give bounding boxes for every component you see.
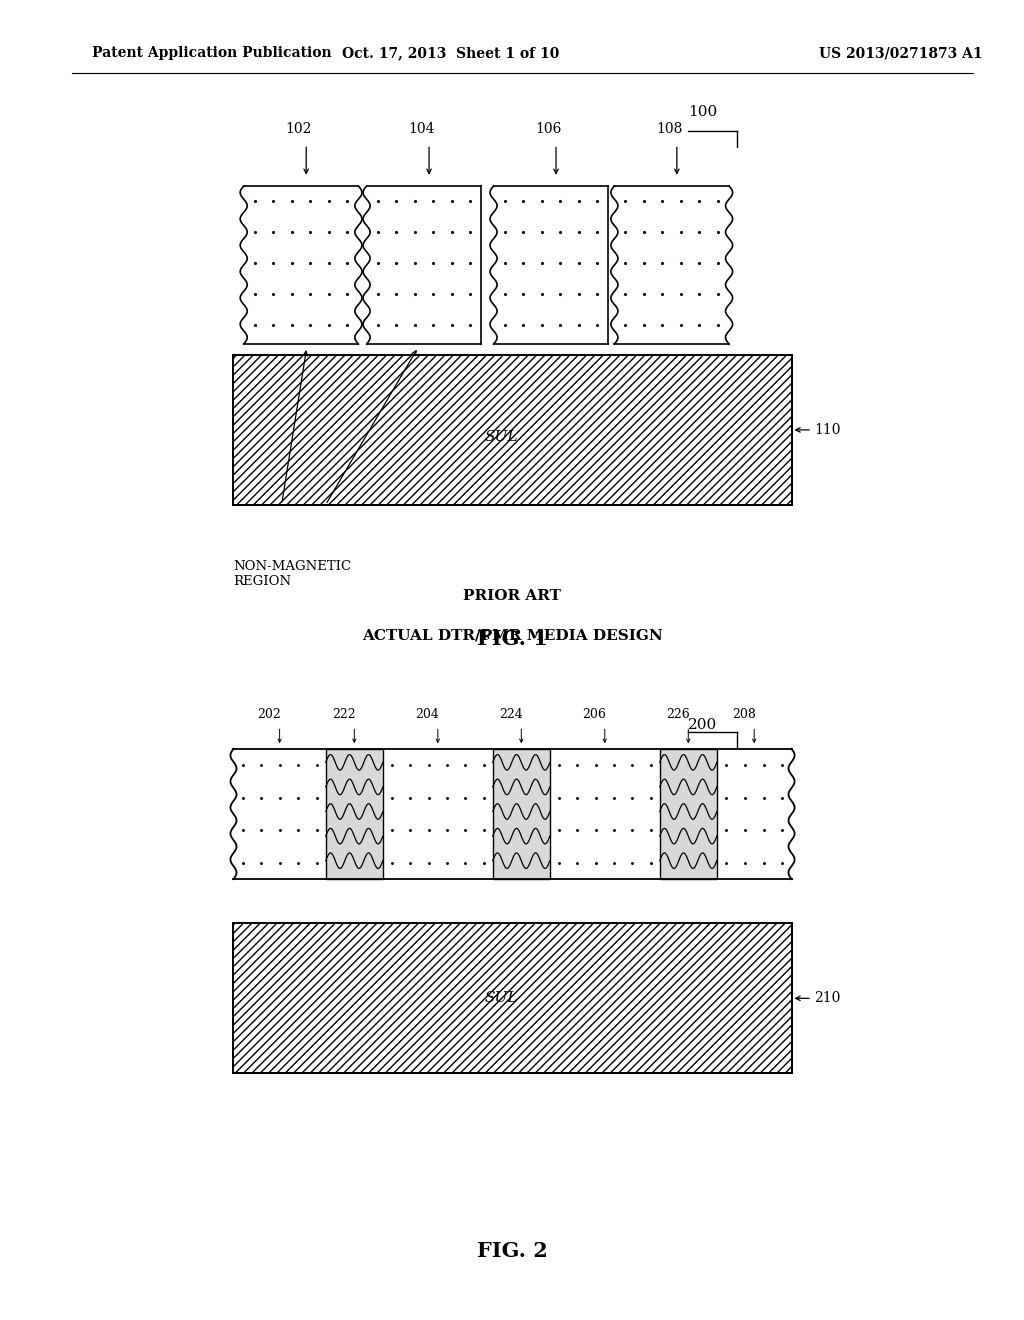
Bar <box>233 355 792 504</box>
Text: ACTUAL DTR/PMR MEDIA DESIGN: ACTUAL DTR/PMR MEDIA DESIGN <box>361 628 663 642</box>
Bar <box>494 186 608 345</box>
Text: NON-MAGNETIC
REGION: NON-MAGNETIC REGION <box>233 560 351 589</box>
Bar <box>614 186 729 345</box>
Bar <box>326 748 383 879</box>
Bar <box>244 186 358 345</box>
Bar <box>233 924 792 1073</box>
Text: 206: 206 <box>583 708 606 721</box>
Text: FIG. 1: FIG. 1 <box>476 630 548 649</box>
Text: 222: 222 <box>332 708 356 721</box>
Text: 210: 210 <box>814 991 841 1006</box>
Text: PRIOR ART: PRIOR ART <box>463 589 561 603</box>
Text: 106: 106 <box>536 121 562 136</box>
Text: 208: 208 <box>732 708 756 721</box>
Bar <box>659 748 717 879</box>
Text: US 2013/0271873 A1: US 2013/0271873 A1 <box>819 46 983 61</box>
Text: 200: 200 <box>688 718 718 733</box>
Text: 224: 224 <box>499 708 523 721</box>
Text: SUL: SUL <box>484 430 518 445</box>
Bar <box>659 748 717 879</box>
Text: Patent Application Publication: Patent Application Publication <box>92 46 332 61</box>
Text: 100: 100 <box>688 106 718 120</box>
Text: FIG. 2: FIG. 2 <box>476 1241 548 1261</box>
Text: 108: 108 <box>656 121 683 136</box>
Bar <box>493 748 550 879</box>
Text: Oct. 17, 2013  Sheet 1 of 10: Oct. 17, 2013 Sheet 1 of 10 <box>342 46 559 61</box>
Text: 204: 204 <box>416 708 439 721</box>
Bar <box>233 924 792 1073</box>
Text: 226: 226 <box>667 708 690 721</box>
Bar <box>493 748 550 879</box>
Text: 202: 202 <box>257 708 282 721</box>
Bar <box>233 355 792 504</box>
Bar <box>233 748 792 879</box>
Text: 102: 102 <box>286 121 312 136</box>
Bar <box>367 186 481 345</box>
Text: SUL: SUL <box>484 991 518 1006</box>
Text: 104: 104 <box>409 121 435 136</box>
Bar <box>326 748 383 879</box>
Text: 110: 110 <box>814 422 841 437</box>
